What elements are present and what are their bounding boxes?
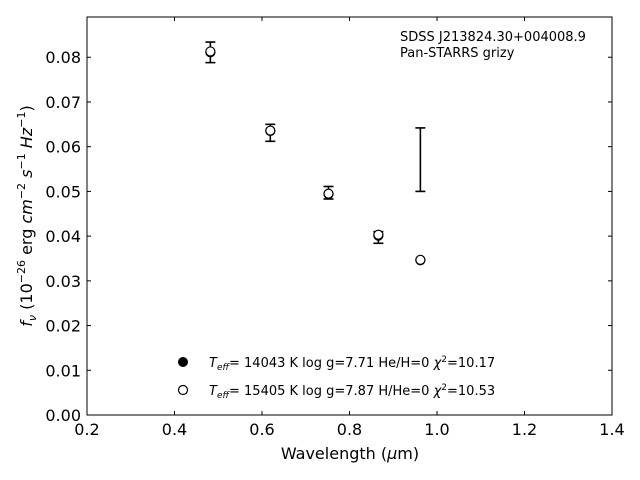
model-point-open	[415, 254, 426, 265]
x-tick-label: 1.0	[424, 420, 449, 439]
y-tick-label: 0.02	[45, 317, 81, 336]
x-tick-label: 1.2	[512, 420, 537, 439]
legend-label-1: Teff= 14043 K log g=7.71 He/H=0 χ2=10.17	[209, 355, 495, 373]
model-point-open	[265, 125, 276, 136]
y-tick-label: 0.07	[45, 93, 81, 112]
annotation-survey-name: Pan-STARRS grizy	[400, 46, 515, 61]
x-tick-label: 0.8	[337, 420, 362, 439]
x-axis-label: Wavelength (μm)	[281, 444, 419, 463]
x-tick-label: 0.6	[249, 420, 274, 439]
y-axis-label: fν (10−26 erg cm−2 s−1 Hz−1)	[15, 105, 39, 326]
model-point-open	[323, 188, 334, 199]
annotation-object-name: SDSS J213824.30+004008.9	[400, 30, 586, 45]
legend-label-2: Teff= 15405 K log g=7.87 H/He=0 χ2=10.53	[209, 383, 495, 401]
legend-marker-open	[177, 384, 189, 396]
y-tick-label: 0.00	[45, 406, 81, 425]
y-tick-label: 0.05	[45, 182, 81, 201]
axes: 0.2 0.4 0.6 0.8 1.0 1.2 1.4 0.00 0.01 0.02 0.03 0.0…	[45, 17, 625, 439]
y-tick-label: 0.03	[45, 272, 81, 291]
legend-marker-filled	[178, 357, 188, 367]
y-tick-label: 0.06	[45, 138, 81, 157]
legend: Teff= 14043 K log g=7.71 He/H=0 χ2=10.17…	[177, 355, 495, 401]
x-tick-label: 0.2	[74, 420, 99, 439]
x-tick-label: 0.4	[162, 420, 187, 439]
data-markers	[205, 46, 426, 266]
y-tick-label: 0.04	[45, 227, 81, 246]
y-tick-label: 0.01	[45, 361, 81, 380]
y-tick-label: 0.08	[45, 48, 81, 67]
model-point-open	[373, 229, 384, 240]
plot-frame	[86, 16, 613, 416]
model-point-open	[205, 46, 216, 57]
x-tick-label: 1.4	[599, 420, 624, 439]
